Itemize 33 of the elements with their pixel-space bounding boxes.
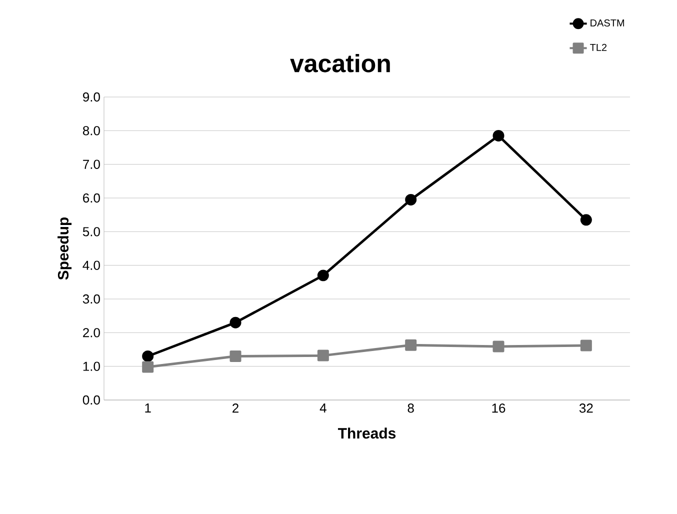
y-axis-title: Speedup (58, 217, 72, 280)
point (492, 130, 504, 142)
point (317, 350, 329, 362)
point (230, 316, 242, 328)
point (405, 339, 417, 351)
legend-label: TL2 (590, 44, 607, 51)
y-tick-label: 6.0 (83, 193, 100, 203)
chart-title: vacation (290, 54, 390, 72)
y-tick-label: 9.0 (83, 92, 100, 102)
point (580, 214, 592, 226)
point (142, 350, 154, 362)
x-tick-label: 32 (579, 404, 593, 413)
point (492, 340, 504, 352)
point (405, 194, 417, 206)
y-tick-label: 1.0 (83, 362, 100, 371)
y-tick-label: 3.0 (82, 294, 100, 304)
point (580, 340, 592, 352)
point (142, 361, 154, 373)
y-tick-label: 4.0 (82, 260, 100, 270)
y-tick-label: 0.0 (82, 395, 100, 405)
x-tick-label: 4 (320, 404, 326, 412)
x-tick-label: 2 (232, 404, 238, 413)
legend-label: DASTM (590, 19, 624, 26)
y-tick-label: 5.0 (82, 227, 100, 236)
point (230, 350, 242, 362)
y-tick-label: 8.0 (82, 126, 100, 136)
x-tick-label: 1 (145, 404, 151, 412)
point (317, 270, 329, 282)
y-tick-label: 7.0 (83, 160, 100, 169)
y-tick-label: 2.0 (83, 328, 100, 338)
x-axis-title: Threads (338, 428, 396, 439)
x-tick-label: 8 (408, 404, 414, 413)
x-tick-label: 16 (492, 404, 506, 413)
